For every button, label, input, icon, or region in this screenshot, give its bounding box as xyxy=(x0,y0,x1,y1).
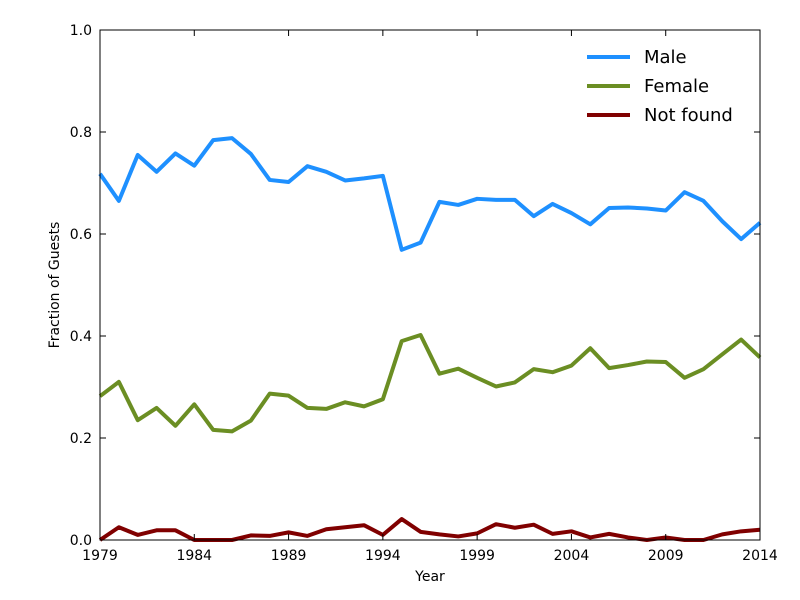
y-tick-label: 0.2 xyxy=(70,431,92,447)
x-tick-label: 1989 xyxy=(271,548,307,564)
y-axis-label: Fraction of Guests xyxy=(47,222,63,349)
y-tick-label: 0.4 xyxy=(70,329,92,345)
legend-label-male: Male xyxy=(644,47,687,68)
x-tick-label: 1979 xyxy=(82,548,118,564)
legend: Male Female Not found xyxy=(587,47,733,126)
y-tick-label: 0.6 xyxy=(70,227,92,243)
y-tick-label: 0.8 xyxy=(70,125,92,141)
y-tick-label: 1.0 xyxy=(70,23,92,39)
x-tick-label: 1999 xyxy=(459,548,495,564)
series-layer xyxy=(98,136,762,542)
x-tick-label: 1994 xyxy=(365,548,401,564)
tick-layer: 1979 1984 1989 1994 1999 2004 2009 2014 0.0 0.2 0.… xyxy=(70,23,778,564)
legend-label-female: Female xyxy=(644,76,709,97)
x-tick-label: 2004 xyxy=(554,548,590,564)
series-line-not-found xyxy=(98,517,761,542)
x-tick-label: 1984 xyxy=(176,548,212,564)
plot-frame xyxy=(99,29,761,541)
x-tick-label: 2014 xyxy=(742,548,778,564)
legend-label-not-found: Not found xyxy=(644,105,733,126)
series-line-female xyxy=(98,332,762,434)
x-tick-label: 2009 xyxy=(648,548,684,564)
y-tick-label: 0.0 xyxy=(70,533,92,549)
series-line-male xyxy=(98,136,762,252)
x-axis-label: Year xyxy=(414,569,445,585)
